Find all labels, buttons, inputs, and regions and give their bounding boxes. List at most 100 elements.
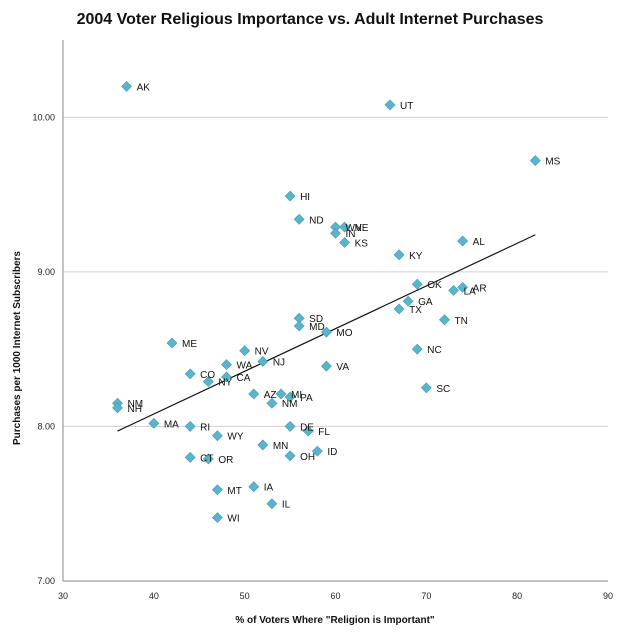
data-point-ca <box>221 371 232 383</box>
x-axis-title: % of Voters Where "Religion is Important… <box>235 615 435 626</box>
data-point-ok <box>411 278 423 290</box>
point-label: MO <box>336 328 352 339</box>
data-point-il <box>266 498 278 510</box>
point-label: MD <box>309 322 325 333</box>
point-label: ME <box>182 339 197 350</box>
point-label: AK <box>137 82 151 93</box>
point-label: OK <box>427 280 442 291</box>
point-label: NC <box>427 345 441 356</box>
data-point-ar <box>457 281 469 293</box>
point-label: NE <box>355 223 369 234</box>
x-tick-label: 60 <box>330 591 340 601</box>
point-label: GA <box>418 297 433 308</box>
point-label: DE <box>300 422 314 433</box>
data-point-wi <box>211 512 223 524</box>
point-label: CT <box>200 453 213 464</box>
point-label: ID <box>327 447 337 458</box>
data-point-fl <box>302 425 314 437</box>
data-point-md <box>293 320 305 332</box>
data-point-nd <box>293 213 305 225</box>
point-label: MT <box>227 486 241 497</box>
data-point-az <box>248 388 260 400</box>
point-label: LA <box>464 286 477 297</box>
point-label: NY <box>218 378 232 389</box>
data-point-tn <box>439 314 450 326</box>
data-point-ny <box>202 376 214 388</box>
data-point-co <box>184 368 196 380</box>
data-point-de <box>284 421 296 432</box>
data-point-ri <box>184 421 196 432</box>
point-label: NJ <box>273 358 285 369</box>
data-point-ak <box>121 80 133 92</box>
data-point-ct <box>184 451 196 463</box>
point-label: AR <box>473 283 487 294</box>
data-point-mt <box>211 484 223 496</box>
data-point-wy <box>211 430 223 442</box>
x-tick-label: 80 <box>512 591 522 601</box>
point-label: OH <box>300 452 315 463</box>
data-point-ks <box>339 237 351 248</box>
data-point-ms <box>529 155 541 166</box>
data-point-nc <box>411 343 423 355</box>
data-point-or <box>202 453 214 465</box>
data-point-mi <box>275 388 287 400</box>
point-label: NM <box>282 399 298 410</box>
point-label: FL <box>318 427 330 438</box>
point-label: UT <box>400 101 413 112</box>
data-point-mn <box>257 439 269 451</box>
data-point-nh <box>112 402 123 414</box>
point-label: RI <box>200 422 210 433</box>
point-label: WA <box>237 361 253 372</box>
y-tick-label: 8.00 <box>37 421 55 431</box>
y-tick-label: 10.00 <box>32 112 55 122</box>
data-point-ia <box>248 481 260 493</box>
x-tick-label: 90 <box>603 591 613 601</box>
data-point-al <box>457 235 469 247</box>
data-point-ky <box>393 249 405 261</box>
point-label: PA <box>300 393 313 404</box>
x-tick-label: 40 <box>149 591 159 601</box>
data-point-nj <box>257 356 269 367</box>
data-point-mo <box>320 326 332 338</box>
data-point-ga <box>402 295 414 307</box>
data-point-va <box>320 360 332 372</box>
point-label: KY <box>409 251 423 262</box>
data-point-nv <box>239 345 251 357</box>
data-point-hi <box>284 190 296 202</box>
y-tick-label: 7.00 <box>37 576 55 586</box>
point-label: AZ <box>264 390 277 401</box>
point-label: HI <box>300 192 310 203</box>
data-point-ut <box>384 99 396 111</box>
point-label: TN <box>455 316 468 327</box>
point-label: NV <box>255 347 269 358</box>
point-label: MS <box>545 157 560 168</box>
point-label: OR <box>218 455 233 466</box>
point-label: MI <box>291 390 302 401</box>
data-point-in <box>330 227 341 239</box>
point-label: SD <box>309 314 323 325</box>
point-label: NM <box>128 399 144 410</box>
data-point-la <box>448 284 460 296</box>
data-point-tx <box>393 303 405 315</box>
tick-labels: 7.00 8.00 9.00 10.00 30 40 50 60 70 80 90 <box>32 112 613 601</box>
point-label: WV <box>346 223 362 234</box>
point-label: CO <box>200 370 215 381</box>
point-label: KS <box>355 238 369 249</box>
y-tick-label: 9.00 <box>37 267 55 277</box>
point-label: ND <box>309 215 323 226</box>
data-point-wa <box>221 359 232 371</box>
point-label: CA <box>237 373 251 384</box>
chart-title: 2004 Voter Religious Importance vs. Adul… <box>77 11 544 28</box>
data-points <box>112 80 541 524</box>
data-point-ne <box>339 221 351 233</box>
x-tick-label: 70 <box>421 591 431 601</box>
data-point-pa <box>284 391 296 403</box>
data-point-oh <box>284 450 296 462</box>
point-label: AL <box>473 237 486 248</box>
point-label: WY <box>227 432 243 443</box>
point-label: IL <box>282 500 291 511</box>
point-label: NH <box>128 404 142 415</box>
axes <box>62 40 608 582</box>
y-axis-title: Purchases per 1000 Internet Subscribers <box>12 251 23 445</box>
point-label: MN <box>273 441 289 452</box>
